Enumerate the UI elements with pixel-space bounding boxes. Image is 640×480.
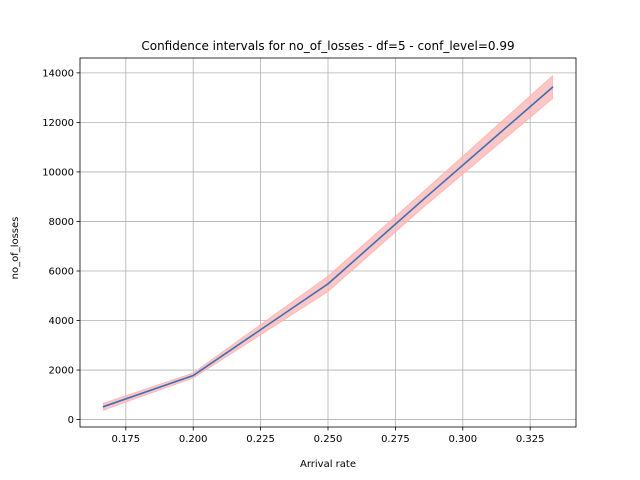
x-tick-label: 0.325 xyxy=(516,434,545,445)
data-point xyxy=(102,405,105,408)
x-tick-label: 0.250 xyxy=(314,434,343,445)
y-tick-label: 0 xyxy=(68,415,74,426)
y-tick-label: 6000 xyxy=(49,266,74,277)
y-tick-label: 8000 xyxy=(49,217,74,228)
data-point xyxy=(327,283,329,285)
x-axis-label: Arrival rate xyxy=(300,459,356,470)
x-tick-label: 0.200 xyxy=(179,434,208,445)
data-point xyxy=(551,86,554,89)
y-tick-label: 12000 xyxy=(42,118,74,129)
grid xyxy=(80,58,576,427)
confidence-band-layer xyxy=(103,74,553,411)
data-point xyxy=(423,197,426,200)
series-line-layer xyxy=(102,86,554,408)
y-tick-label: 2000 xyxy=(49,366,74,377)
x-axis-ticks: 0.175 0.200 0.225 0.250 0.275 0.300 0.325 xyxy=(112,427,545,445)
y-tick-label: 10000 xyxy=(42,167,74,178)
x-tick-label: 0.300 xyxy=(448,434,477,445)
x-tick-label: 0.175 xyxy=(112,434,141,445)
data-point xyxy=(192,374,195,377)
x-tick-label: 0.275 xyxy=(381,434,410,445)
y-tick-label: 4000 xyxy=(49,316,74,327)
confidence-band xyxy=(103,74,553,411)
chart-title: Confidence intervals for no_of_losses - … xyxy=(141,39,514,53)
x-tick-label: 0.225 xyxy=(246,434,275,445)
y-axis-label: no_of_losses xyxy=(10,217,21,280)
y-tick-label: 14000 xyxy=(42,68,74,79)
y-axis-ticks: 0 2000 4000 6000 8000 10000 12000 14000 xyxy=(42,68,80,426)
